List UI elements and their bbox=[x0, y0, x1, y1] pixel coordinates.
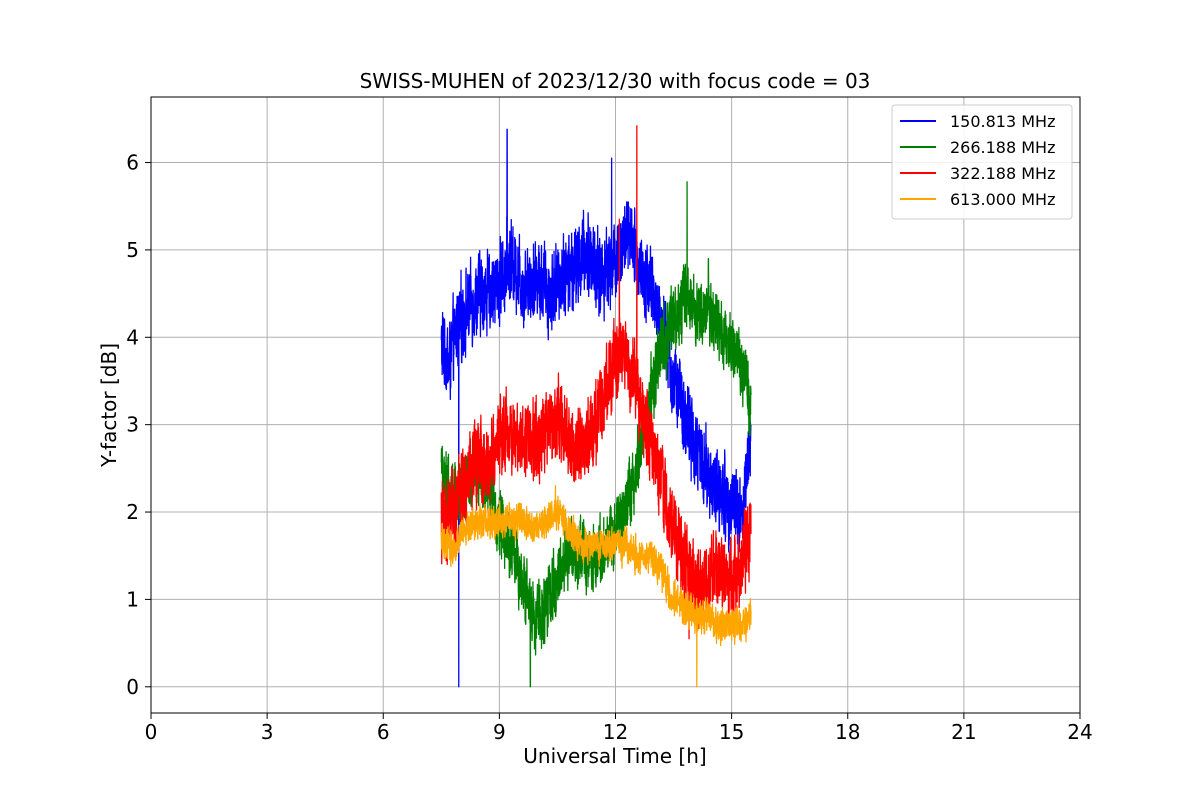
y-tick-label: 3 bbox=[126, 413, 139, 437]
y-tick-label: 5 bbox=[126, 238, 139, 262]
x-tick-label: 18 bbox=[835, 720, 860, 744]
legend-label: 322.188 MHz bbox=[950, 164, 1055, 183]
x-tick-label: 21 bbox=[951, 720, 976, 744]
series-line-4 bbox=[440, 485, 752, 688]
y-tick-label: 4 bbox=[126, 325, 139, 349]
x-tick-label: 9 bbox=[493, 720, 506, 744]
legend-label: 150.813 MHz bbox=[950, 112, 1055, 131]
y-tick-label: 1 bbox=[126, 587, 139, 611]
legend-label: 613.000 MHz bbox=[950, 190, 1055, 209]
series-line-3 bbox=[440, 125, 752, 640]
x-tick-label: 3 bbox=[261, 720, 274, 744]
chart-title: SWISS-MUHEN of 2023/12/30 with focus cod… bbox=[360, 69, 871, 93]
x-tick-label: 0 bbox=[145, 720, 158, 744]
x-axis-label: Universal Time [h] bbox=[523, 744, 706, 768]
x-tick-label: 15 bbox=[719, 720, 744, 744]
x-tick-label: 12 bbox=[603, 720, 628, 744]
x-tick-label: 6 bbox=[377, 720, 390, 744]
y-tick-label: 0 bbox=[126, 675, 139, 699]
y-tick-label: 6 bbox=[126, 151, 139, 175]
x-axis-ticks: 0 3 6 9 12 15 18 21 24 bbox=[145, 713, 1093, 744]
series-group bbox=[440, 125, 752, 688]
legend-box bbox=[891, 104, 1073, 220]
y-tick-label: 2 bbox=[126, 500, 139, 524]
series-line-1 bbox=[440, 128, 752, 688]
y-axis-ticks: 0 1 2 3 4 5 6 bbox=[126, 151, 151, 699]
y-axis-label: Y-factor [dB] bbox=[97, 343, 121, 468]
x-tick-label: 24 bbox=[1067, 720, 1092, 744]
legend-label: 266.188 MHz bbox=[950, 138, 1055, 157]
legend: 150.813 MHz 266.188 MHz 322.188 MHz 613.000… bbox=[891, 104, 1073, 220]
